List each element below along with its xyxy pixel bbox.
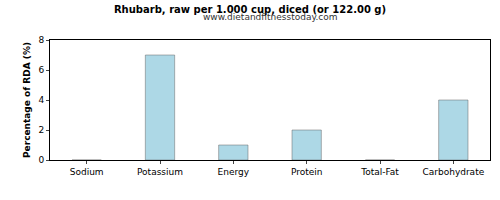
svg-text:6: 6: [38, 65, 44, 75]
svg-text:www.dietandfitnesstoday.com: www.dietandfitnesstoday.com: [203, 12, 338, 22]
svg-text:4: 4: [38, 95, 44, 105]
svg-text:Sodium: Sodium: [70, 167, 104, 177]
svg-text:Total-Fat: Total-Fat: [360, 167, 399, 177]
svg-text:Potassium: Potassium: [137, 167, 183, 177]
svg-text:Percentage of RDA (%): Percentage of RDA (%): [22, 42, 32, 158]
svg-text:Energy: Energy: [218, 167, 250, 177]
svg-text:2: 2: [38, 125, 44, 135]
svg-text:Carbohydrate: Carbohydrate: [422, 167, 484, 177]
svg-text:0: 0: [38, 155, 44, 165]
svg-text:8: 8: [38, 35, 44, 45]
svg-text:Protein: Protein: [291, 167, 323, 177]
svg-text:Rhubarb, raw per 1.000 cup, di: Rhubarb, raw per 1.000 cup, diced (or 12…: [114, 4, 386, 15]
